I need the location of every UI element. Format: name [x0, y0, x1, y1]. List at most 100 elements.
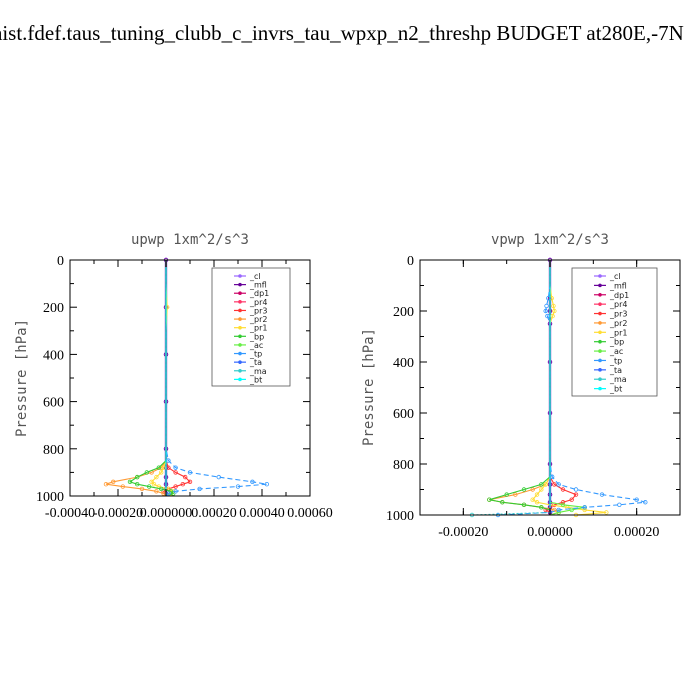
data-point [560, 500, 566, 505]
legend-label-pr2: _pr2 [249, 315, 267, 324]
data-point [158, 486, 164, 492]
legend-label-bt: _bt [609, 385, 622, 394]
data-point [504, 492, 509, 497]
y-tick-label: 800 [393, 458, 414, 473]
data-point [556, 510, 561, 515]
data-point [569, 507, 574, 513]
legend-label-ac: _ac [609, 347, 623, 356]
y-tick-label: 600 [393, 407, 414, 422]
x-tick-label: 0.00060 [287, 506, 333, 521]
data-point [582, 505, 587, 510]
legend-label-ac: _ac [249, 341, 263, 350]
data-point [158, 470, 164, 475]
data-point [139, 486, 145, 492]
legend-marker-ma [238, 368, 242, 373]
legend-marker-ma [598, 377, 602, 382]
legend-label-pr1: _pr1 [609, 328, 627, 337]
data-point [154, 489, 159, 494]
legend-label-ma: _ma [609, 375, 627, 384]
data-point [173, 470, 178, 475]
legend-box [211, 267, 291, 387]
y-axis-label: Pressure [hPa] [361, 328, 377, 446]
legend-marker-pr4 [238, 300, 242, 304]
y-tick-label: 0 [407, 254, 414, 269]
data-point [264, 482, 269, 487]
series-line-pr2 [105, 260, 167, 497]
data-point [120, 484, 125, 489]
data-point [544, 303, 549, 309]
legend-label-pr3: _pr3 [609, 310, 627, 319]
data-point [166, 465, 171, 470]
data-point [173, 465, 178, 470]
data-point [187, 479, 193, 485]
data-point [530, 497, 535, 502]
data-point [161, 491, 166, 496]
data-point [551, 303, 556, 309]
data-point [569, 497, 574, 502]
legend-marker-ac [238, 343, 242, 347]
legend-label-mfl: _mfl [609, 281, 627, 290]
data-point [643, 500, 648, 505]
data-point [560, 502, 566, 507]
legend-marker-pr3 [598, 311, 602, 316]
data-point [552, 308, 557, 314]
legend-marker-dp1 [238, 291, 242, 296]
legend-label-ta: _ta [609, 366, 622, 375]
data-point [149, 479, 154, 485]
data-point [573, 487, 579, 492]
legend-marker-ta [598, 368, 602, 372]
legend-label-bp: _bp [249, 332, 264, 341]
data-point [500, 500, 505, 505]
legend-label-bp: _bp [609, 338, 624, 347]
data-point [144, 470, 149, 475]
legend-label-dp1: _dp1 [249, 289, 269, 298]
data-point [216, 474, 221, 480]
x-tick-label: -0.00020 [438, 525, 488, 540]
data-point [582, 507, 587, 513]
data-point [156, 465, 161, 470]
y-tick-label: 200 [393, 305, 414, 320]
legend-label-bt: _bt [249, 375, 262, 384]
panel-title: vpwp 1xm^2/s^3 [491, 232, 609, 248]
x-tick-label: 0.00020 [191, 506, 237, 521]
data-point [103, 482, 109, 487]
legend-marker-cl [238, 274, 242, 278]
legend-marker-dp1 [598, 292, 602, 297]
legend-label-tp: _tp [249, 350, 262, 359]
data-point [182, 474, 188, 480]
legend-marker-tp [238, 351, 242, 356]
legend-marker-tp [598, 358, 602, 363]
y-tick-label: 1000 [36, 490, 64, 505]
x-tick-label: 0.00020 [614, 525, 660, 540]
legend-marker-cl [598, 274, 602, 278]
y-tick-label: 600 [43, 396, 64, 411]
data-point [164, 305, 170, 310]
x-tick-label: 0.00000 [527, 525, 573, 540]
legend-marker-pr1 [238, 325, 242, 330]
legend-marker-bt [238, 377, 242, 382]
data-point [543, 482, 548, 487]
figure-title: thist.fdef.taus_tuning_clubb_c_invrs_tau… [0, 21, 684, 45]
legend-marker-pr2 [598, 321, 602, 325]
legend-marker-pr2 [238, 317, 242, 321]
legend-marker-mfl [598, 283, 602, 288]
data-point [552, 482, 557, 487]
x-tick-label: -0.00020 [93, 506, 143, 521]
data-point [173, 484, 178, 489]
legend-marker-bp [598, 339, 602, 344]
legend-label-pr3: _pr3 [249, 306, 267, 315]
x-tick-label: 0.000000 [140, 506, 193, 521]
legend-label-tp: _tp [609, 356, 622, 365]
data-point [170, 491, 176, 496]
data-point [604, 510, 609, 515]
data-point [235, 484, 241, 489]
series-line-ma [471, 260, 551, 516]
legend-label-pr4: _pr4 [249, 298, 267, 307]
legend-label-ma: _ma [249, 367, 267, 376]
legend-label-ta: _ta [249, 358, 262, 367]
legend-marker-bt [598, 386, 602, 391]
data-point [617, 502, 622, 507]
data-point [530, 487, 535, 492]
data-point [161, 465, 166, 470]
